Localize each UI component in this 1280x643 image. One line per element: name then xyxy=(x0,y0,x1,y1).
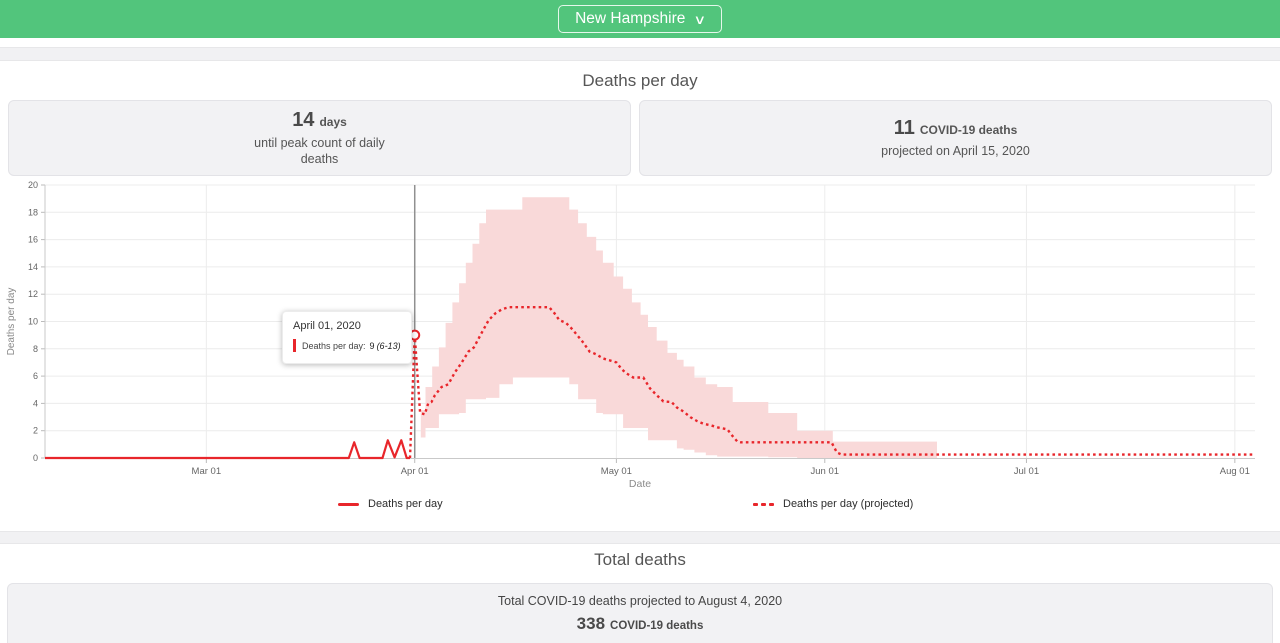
y-tick-label: 10 xyxy=(28,317,38,327)
deaths-per-day-title: Deaths per day xyxy=(582,71,698,90)
stat-description: projected on April 15, 2020 xyxy=(881,144,1030,158)
projected-line xyxy=(408,306,1255,459)
tooltip-series-swatch-icon xyxy=(293,339,296,352)
x-axis-title: Date xyxy=(629,478,651,490)
x-tick-label: May 01 xyxy=(601,466,632,477)
legend-label: Deaths per day xyxy=(368,498,443,510)
stat-value: 11 xyxy=(893,117,915,139)
stat-unit: COVID-19 deaths xyxy=(919,123,1018,137)
x-tick-label: Jun 01 xyxy=(811,466,840,477)
y-tick-label: 20 xyxy=(28,180,38,190)
y-tick-label: 2 xyxy=(33,426,38,436)
x-tick-label: Apr 01 xyxy=(401,466,429,477)
x-tick-label: Mar 01 xyxy=(192,466,222,477)
y-tick-label: 14 xyxy=(28,262,38,272)
tooltip-date: April 01, 2020 xyxy=(293,320,361,332)
section-separator xyxy=(0,47,1280,61)
tooltip-label: Deaths per day: xyxy=(302,340,366,351)
stat-card-projected-deaths: 11 COVID-19 deaths projected on April 15… xyxy=(639,100,1272,176)
section-separator xyxy=(0,531,1280,544)
app-header: New Hampshire ∨ xyxy=(0,0,1280,38)
confidence-band xyxy=(420,197,937,459)
legend-dotted-swatch-icon xyxy=(753,502,774,506)
stat-value: 14 xyxy=(292,109,315,131)
y-axis-title: Deaths per day xyxy=(6,288,17,356)
total-summary: Total COVID-19 deaths projected to Augus… xyxy=(497,594,783,608)
total-deaths-card: Total COVID-19 deaths projected to Augus… xyxy=(7,583,1273,643)
region-dropdown-button[interactable]: New Hampshire ∨ xyxy=(558,5,722,33)
legend-solid-swatch-icon xyxy=(338,502,359,506)
stat-description: until peak count of daily deaths xyxy=(254,136,385,166)
chevron-down-icon: ∨ xyxy=(693,11,707,27)
actual-line xyxy=(45,439,410,460)
legend-label: Deaths per day (projected) xyxy=(783,498,914,510)
legend-item-actual: Deaths per day xyxy=(338,498,443,510)
total-unit: COVID-19 deaths xyxy=(610,620,704,632)
chart-tooltip: April 01, 2020 Deaths per day: 9 (6-13) xyxy=(282,311,412,364)
y-tick-label: 16 xyxy=(28,235,38,245)
stat-card-peak: 14 days until peak count of daily deaths xyxy=(8,100,631,176)
y-tick-label: 6 xyxy=(33,371,38,381)
total-deaths-title: Total deaths xyxy=(594,550,686,569)
legend-item-projected: Deaths per day (projected) xyxy=(753,498,913,510)
x-tick-label: Aug 01 xyxy=(1220,466,1250,477)
y-tick-label: 18 xyxy=(28,207,38,217)
stat-unit: days xyxy=(319,115,347,129)
y-tick-label: 12 xyxy=(28,289,38,299)
region-dropdown-label: New Hampshire xyxy=(575,10,686,27)
y-tick-label: 8 xyxy=(33,344,38,354)
total-value: 338 xyxy=(576,614,606,633)
tooltip-value: 9 xyxy=(369,340,375,351)
y-tick-label: 4 xyxy=(33,398,38,408)
x-tick-label: Jul 01 xyxy=(1014,466,1039,477)
y-tick-label: 0 xyxy=(33,453,38,463)
tooltip-range: (6-13) xyxy=(376,340,401,351)
